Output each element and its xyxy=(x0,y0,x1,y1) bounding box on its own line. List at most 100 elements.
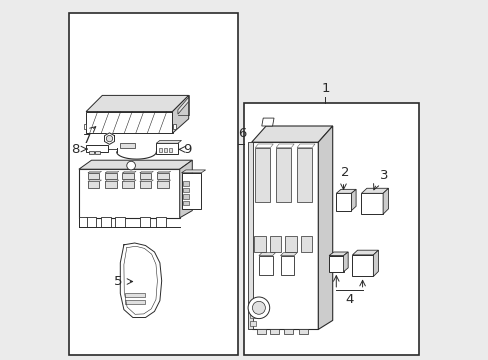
Polygon shape xyxy=(122,171,136,173)
Bar xyxy=(122,173,134,179)
Polygon shape xyxy=(179,160,192,218)
Bar xyxy=(183,181,189,186)
Bar xyxy=(183,201,189,205)
Text: 7: 7 xyxy=(83,133,91,146)
Bar xyxy=(159,148,162,152)
Bar xyxy=(328,256,343,272)
Polygon shape xyxy=(105,171,119,173)
Polygon shape xyxy=(328,252,347,256)
Bar xyxy=(89,151,94,154)
Bar xyxy=(105,173,117,179)
Bar xyxy=(181,173,201,209)
Bar xyxy=(86,217,96,227)
Bar xyxy=(79,217,87,227)
Bar xyxy=(140,217,150,227)
Circle shape xyxy=(252,301,265,314)
Bar xyxy=(163,148,167,152)
Bar xyxy=(88,181,99,188)
Bar xyxy=(251,142,318,329)
Bar xyxy=(88,173,99,179)
Polygon shape xyxy=(156,140,181,143)
Polygon shape xyxy=(382,188,387,214)
Bar xyxy=(247,142,253,329)
Text: 9: 9 xyxy=(183,143,191,156)
Bar xyxy=(280,256,294,275)
Bar xyxy=(140,181,151,188)
Bar xyxy=(255,148,270,202)
Bar xyxy=(352,255,373,276)
Bar xyxy=(156,217,166,227)
Polygon shape xyxy=(105,180,119,181)
Bar xyxy=(258,256,272,275)
Polygon shape xyxy=(336,189,355,193)
Bar xyxy=(183,188,189,192)
Polygon shape xyxy=(251,126,332,142)
Bar xyxy=(336,193,351,211)
Polygon shape xyxy=(157,171,170,173)
Polygon shape xyxy=(172,124,176,129)
Text: 3: 3 xyxy=(379,169,387,182)
Bar xyxy=(157,181,168,188)
Bar xyxy=(249,321,256,326)
Polygon shape xyxy=(351,189,355,211)
Text: 2: 2 xyxy=(340,166,349,179)
Polygon shape xyxy=(140,180,153,181)
Bar xyxy=(249,312,256,318)
Bar xyxy=(122,181,134,188)
Circle shape xyxy=(247,297,269,319)
Bar xyxy=(300,236,311,252)
Bar xyxy=(276,148,291,202)
Bar xyxy=(254,236,265,252)
Polygon shape xyxy=(280,253,296,256)
Bar xyxy=(183,194,189,199)
Text: 6: 6 xyxy=(238,127,246,140)
Circle shape xyxy=(106,135,112,142)
Polygon shape xyxy=(373,250,378,276)
Polygon shape xyxy=(140,171,153,173)
Polygon shape xyxy=(318,126,332,329)
Bar xyxy=(361,193,382,214)
Polygon shape xyxy=(120,243,162,318)
Polygon shape xyxy=(258,253,275,256)
Bar xyxy=(125,293,144,297)
Polygon shape xyxy=(122,180,136,181)
Polygon shape xyxy=(84,124,86,129)
Text: 4: 4 xyxy=(345,293,353,306)
Polygon shape xyxy=(86,112,172,133)
Bar xyxy=(244,103,418,355)
Polygon shape xyxy=(157,180,170,181)
Bar xyxy=(140,173,151,179)
Polygon shape xyxy=(296,144,314,148)
Bar xyxy=(285,236,296,252)
Polygon shape xyxy=(261,118,273,126)
Bar xyxy=(257,329,266,334)
Text: 5: 5 xyxy=(114,275,122,288)
Polygon shape xyxy=(86,95,188,112)
Polygon shape xyxy=(361,188,387,193)
Polygon shape xyxy=(104,133,114,144)
Bar xyxy=(86,145,107,152)
Polygon shape xyxy=(88,171,102,173)
Text: 8: 8 xyxy=(71,143,80,156)
Bar xyxy=(69,13,238,355)
Bar xyxy=(115,217,125,227)
Bar xyxy=(95,151,101,154)
Polygon shape xyxy=(79,160,192,169)
Bar xyxy=(79,169,179,218)
Bar xyxy=(168,148,172,152)
Bar xyxy=(120,143,134,148)
Polygon shape xyxy=(88,180,102,181)
Bar xyxy=(157,173,168,179)
Polygon shape xyxy=(181,170,205,173)
Bar xyxy=(156,143,178,154)
Bar xyxy=(105,181,117,188)
Bar xyxy=(125,300,144,304)
Polygon shape xyxy=(352,250,378,255)
Circle shape xyxy=(126,161,135,170)
Polygon shape xyxy=(255,144,273,148)
Polygon shape xyxy=(178,97,188,114)
Bar xyxy=(269,329,279,334)
Polygon shape xyxy=(172,95,188,133)
Bar xyxy=(269,236,281,252)
Bar xyxy=(284,329,293,334)
